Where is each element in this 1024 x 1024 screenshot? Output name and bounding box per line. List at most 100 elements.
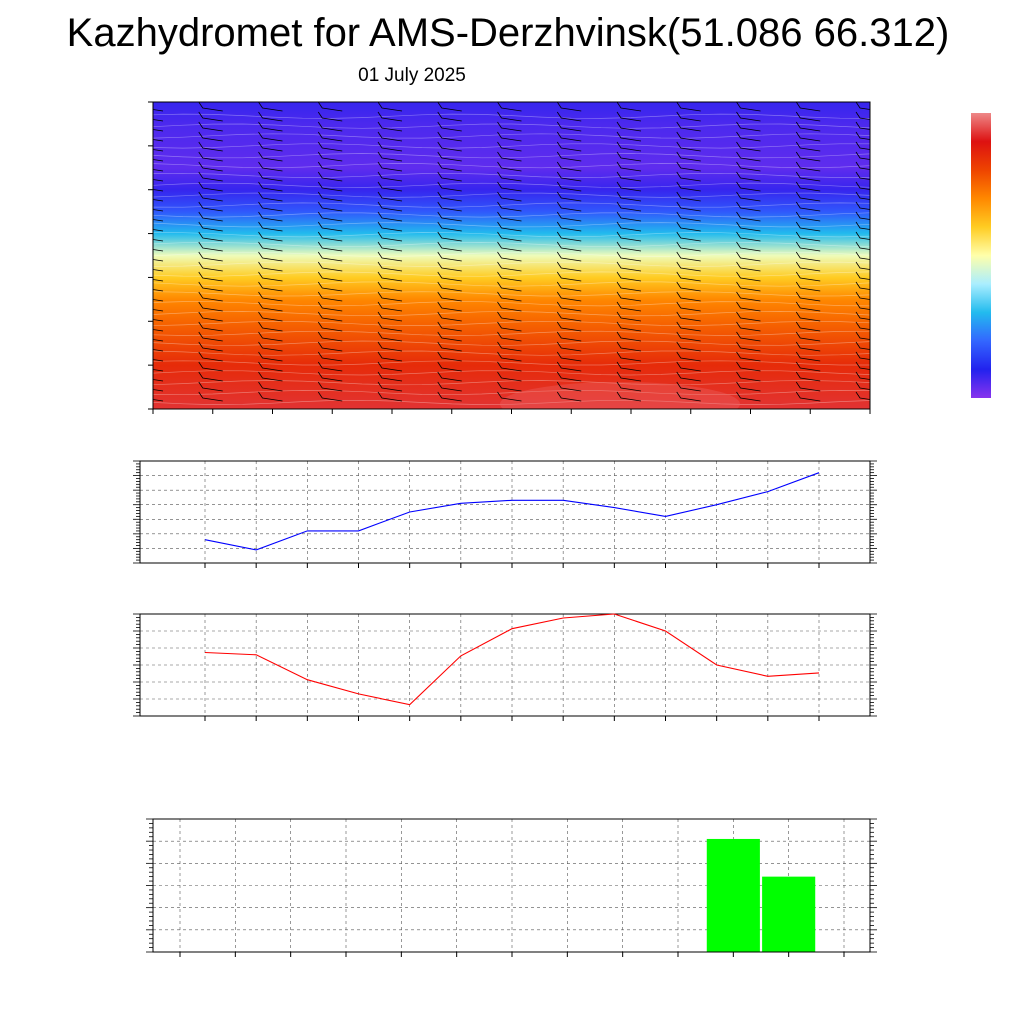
wind-barb <box>317 221 343 232</box>
wind-barb <box>258 131 283 142</box>
wind-barb <box>736 291 761 302</box>
wind-barb <box>736 201 761 212</box>
wind-barb <box>855 301 870 310</box>
wind-barb <box>437 181 462 192</box>
wind-barb <box>497 121 522 132</box>
wind-barb <box>616 361 642 372</box>
wind-barb <box>736 141 761 152</box>
wind-barb <box>616 371 642 382</box>
wind-barb <box>497 351 522 362</box>
wind-barb <box>153 329 164 332</box>
wind-barb <box>556 221 582 232</box>
contour-line <box>153 340 870 346</box>
wind-barb <box>556 241 582 252</box>
wind-barb <box>736 331 761 342</box>
wind-barb <box>258 231 283 242</box>
wind-barb <box>676 211 701 222</box>
wind-barb <box>616 341 642 352</box>
wind-barb <box>556 381 582 392</box>
wind-barb <box>258 102 283 112</box>
wind-barb <box>676 171 701 182</box>
wind-barb <box>676 121 701 132</box>
wind-barb <box>258 311 283 322</box>
contour-line <box>153 242 870 248</box>
wind-barb <box>795 221 821 232</box>
warm-core <box>500 382 740 409</box>
wind-barb <box>258 331 283 342</box>
wind-barb <box>317 341 343 352</box>
wind-barb <box>556 111 582 122</box>
wind-barb <box>153 179 164 182</box>
wind-barb <box>556 121 582 132</box>
wind-barb <box>437 161 462 172</box>
wind-barb <box>855 361 870 370</box>
wind-barb <box>317 261 343 272</box>
wind-barb <box>736 341 761 352</box>
wind-barb <box>795 351 821 362</box>
wind-barb <box>736 321 761 332</box>
contour-line <box>153 380 870 386</box>
wind-barb <box>377 231 403 242</box>
wind-barb <box>616 181 642 192</box>
wind-barb <box>437 251 462 262</box>
grid <box>140 460 870 564</box>
wind-barb <box>153 239 164 242</box>
contour-line <box>153 330 870 336</box>
wind-barb <box>437 231 462 242</box>
wind-barb <box>736 221 761 232</box>
wind-barb <box>676 271 701 282</box>
wind-barb <box>497 141 522 152</box>
wind-barb <box>795 311 821 322</box>
wind-barb <box>153 209 164 212</box>
wind-barb <box>437 271 462 282</box>
wind-barb <box>153 359 164 362</box>
wind-barb <box>198 371 223 382</box>
wind-barb <box>437 351 462 362</box>
wind-barb <box>153 299 164 302</box>
contour-line <box>153 360 870 366</box>
contour-line <box>153 320 870 327</box>
wind-barb <box>317 131 343 142</box>
wind-barb <box>497 371 522 382</box>
wind-barb <box>497 102 522 112</box>
wind-barb <box>795 381 821 392</box>
wind-barb <box>556 281 582 292</box>
wind-barb <box>556 341 582 352</box>
wind-barb <box>795 111 821 122</box>
wind-barb <box>377 361 403 372</box>
wind-barb <box>258 191 283 202</box>
wind-barb <box>198 191 223 202</box>
wind-barb <box>795 241 821 252</box>
wind-barb <box>855 291 870 300</box>
wind-barb <box>377 241 403 252</box>
wind-barb <box>198 381 223 392</box>
contour-line <box>153 202 870 208</box>
wind-barb <box>736 371 761 382</box>
wind-barb <box>736 211 761 222</box>
wind-barb <box>198 391 223 402</box>
contour-line <box>153 192 870 198</box>
wind-barb <box>198 221 223 232</box>
wind-barb <box>736 161 761 172</box>
wind-barb <box>198 351 223 362</box>
wind-barb <box>676 261 701 272</box>
wind-barb <box>497 331 522 342</box>
wind-barb <box>556 251 582 262</box>
wind-barb <box>616 111 642 122</box>
wind-barb <box>497 111 522 122</box>
contour-line <box>153 182 870 188</box>
wind-barb <box>736 121 761 132</box>
wind-barb <box>736 102 761 112</box>
wind-barb <box>153 279 164 282</box>
wind-barb <box>676 111 701 122</box>
wind-barb <box>258 291 283 302</box>
wind-barb <box>736 191 761 202</box>
wind-barb <box>855 341 870 350</box>
wind-barb <box>497 171 522 182</box>
contour-line <box>153 390 870 396</box>
wind-barb <box>317 361 343 372</box>
wind-barb <box>437 291 462 302</box>
wind-barb <box>198 111 223 122</box>
wind-barb <box>437 171 462 182</box>
wind-barb <box>855 131 870 140</box>
